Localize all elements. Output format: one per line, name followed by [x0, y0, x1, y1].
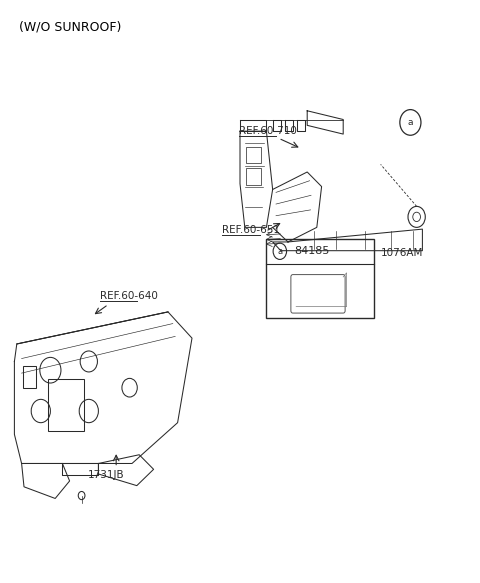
- Text: 84185: 84185: [294, 246, 330, 257]
- Text: a: a: [277, 247, 282, 256]
- Text: REF.60-651: REF.60-651: [222, 225, 280, 235]
- Bar: [23, 366, 36, 388]
- Text: a: a: [408, 118, 413, 127]
- Text: 1731JB: 1731JB: [88, 470, 125, 480]
- Text: 1076AM: 1076AM: [381, 248, 423, 258]
- Text: REF.60-640: REF.60-640: [100, 291, 158, 301]
- Text: REF.60-710: REF.60-710: [239, 127, 297, 136]
- Text: (W/O SUNROOF): (W/O SUNROOF): [19, 20, 121, 33]
- Bar: [266, 239, 374, 318]
- Bar: [246, 147, 261, 163]
- Bar: [48, 379, 84, 431]
- Bar: [246, 168, 261, 185]
